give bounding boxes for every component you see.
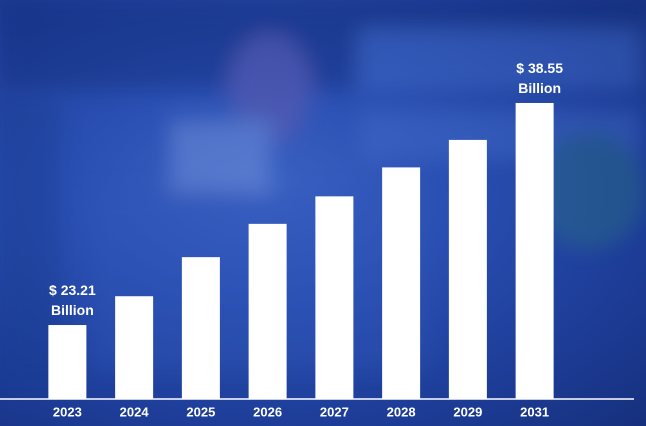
bar bbox=[382, 167, 421, 399]
value-label: $ 23.21 Billion bbox=[49, 282, 96, 318]
x-tick-label: 2028 bbox=[387, 404, 416, 419]
bar bbox=[248, 223, 287, 399]
value-label: $ 38.55 Billion bbox=[516, 60, 563, 96]
bar bbox=[448, 139, 487, 399]
x-tick-label: 2029 bbox=[453, 404, 482, 419]
x-tick-label: 2025 bbox=[186, 404, 215, 419]
bar bbox=[315, 196, 354, 399]
x-tick-label: 2023 bbox=[53, 404, 82, 419]
x-tick-label: 2031 bbox=[520, 404, 549, 419]
x-tick-label: 2026 bbox=[253, 404, 282, 419]
x-tick-label: 2027 bbox=[320, 404, 349, 419]
bar bbox=[115, 296, 154, 399]
bar bbox=[515, 102, 554, 399]
background-photo bbox=[0, 0, 646, 380]
bar bbox=[181, 257, 220, 399]
x-tick-label: 2024 bbox=[120, 404, 150, 419]
bar bbox=[48, 325, 87, 399]
